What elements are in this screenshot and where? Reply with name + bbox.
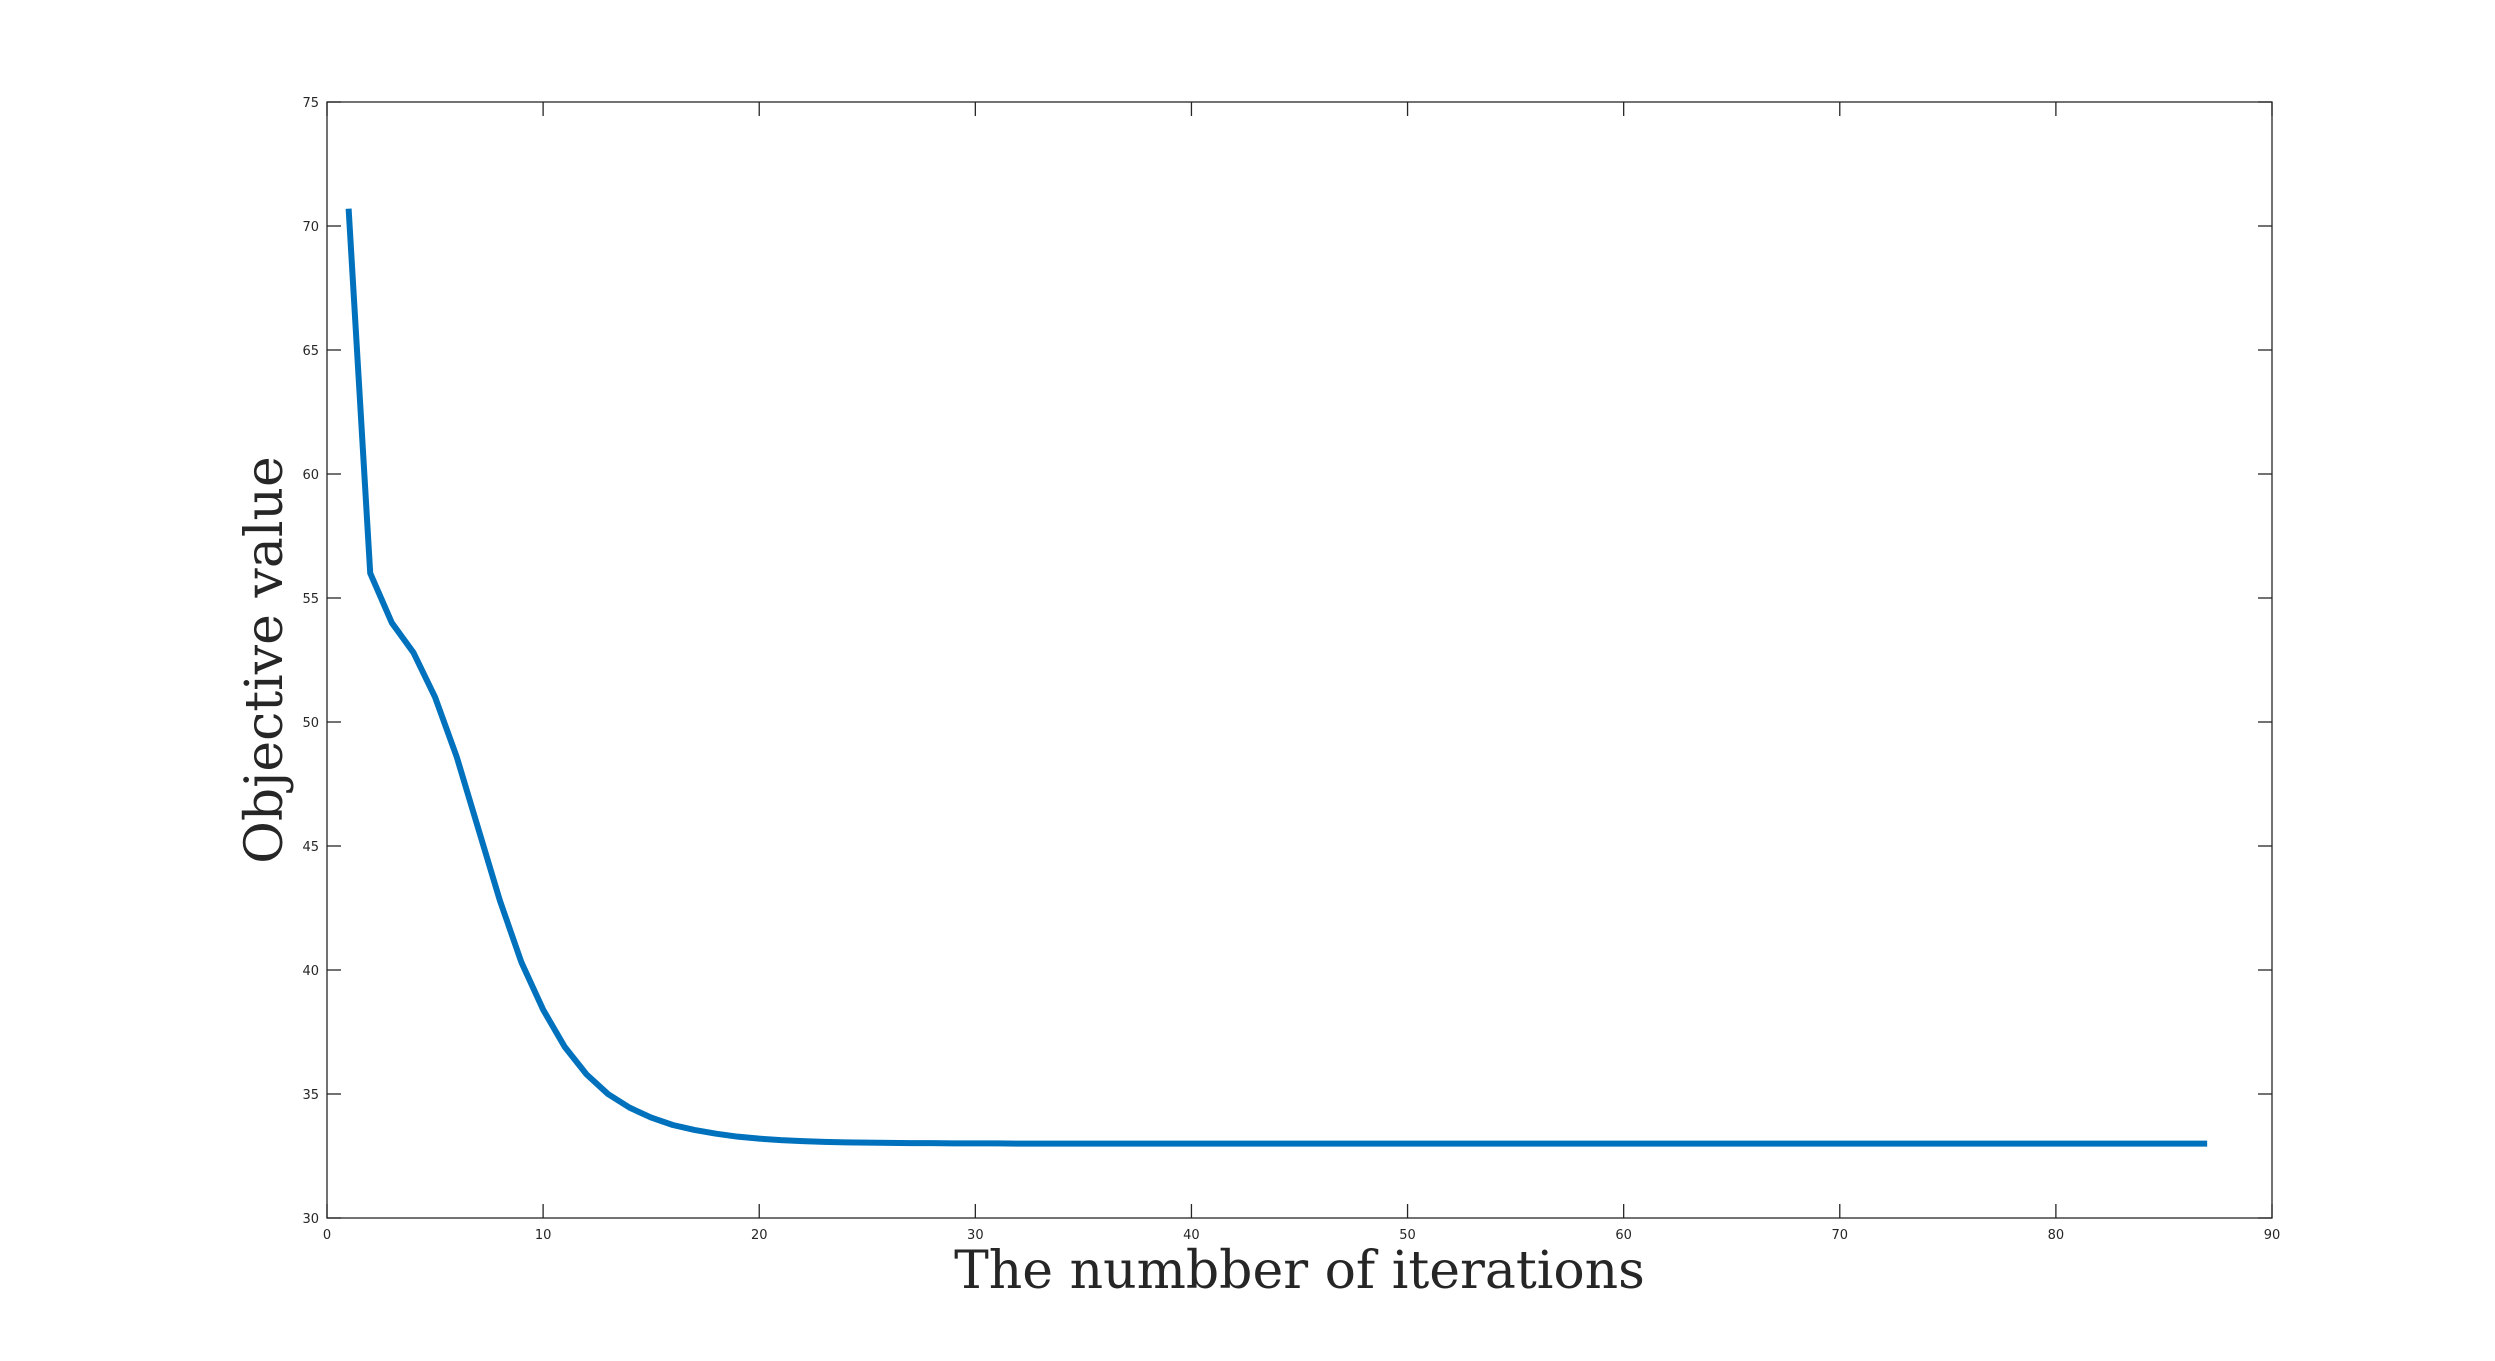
- x-tick-label: 10: [535, 1228, 552, 1243]
- y-tick-label: 35: [302, 1088, 319, 1103]
- x-tick-label: 60: [1615, 1228, 1632, 1243]
- y-axis: 30 35 40 45 50 55 60 65 70 75: [302, 96, 2272, 1227]
- x-tick-label: 20: [751, 1228, 768, 1243]
- y-tick-label: 55: [302, 592, 319, 607]
- y-tick-label: 40: [302, 964, 319, 979]
- plot-area: [326, 101, 2273, 1219]
- x-axis-title: The numbber of iterations: [954, 1241, 1645, 1301]
- y-tick-label: 60: [302, 468, 319, 483]
- series-line: [345, 208, 2208, 1147]
- y-tick-label: 75: [302, 96, 319, 111]
- y-tick-label: 70: [302, 220, 319, 235]
- y-tick-label: 65: [302, 344, 319, 359]
- x-tick-label: 0: [323, 1228, 331, 1243]
- x-tick-label: 50: [1399, 1228, 1416, 1243]
- x-axis: 0 10 20 30 40 50 60 70 80 90: [323, 102, 2280, 1243]
- x-tick-label: 30: [967, 1228, 984, 1243]
- y-tick-label: 30: [302, 1212, 319, 1227]
- x-tick-label: 40: [1183, 1228, 1200, 1243]
- x-tick-label: 80: [2048, 1228, 2065, 1243]
- y-tick-label: 50: [302, 716, 319, 731]
- x-tick-label: 90: [2264, 1228, 2281, 1243]
- y-axis-title: Objective value: [235, 456, 295, 863]
- y-tick-label: 45: [302, 840, 319, 855]
- x-tick-label: 70: [1832, 1228, 1849, 1243]
